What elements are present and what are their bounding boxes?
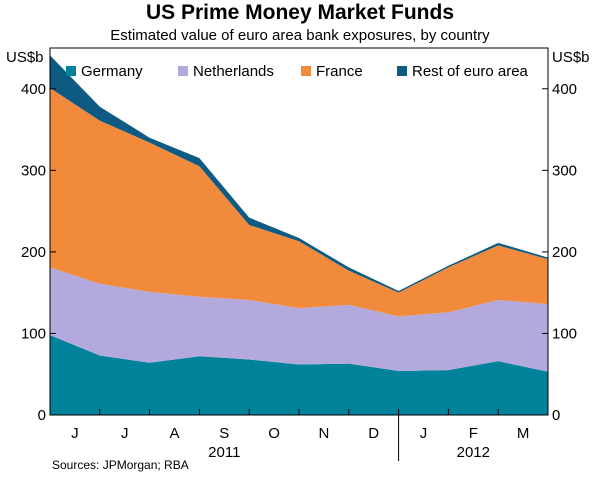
legend-swatch-2	[301, 66, 311, 76]
y-tick-label-left: 300	[21, 162, 46, 179]
x-year-label: 2011	[208, 444, 240, 461]
x-month-label: D	[368, 425, 379, 442]
y-unit-right: US$b	[552, 49, 590, 66]
y-unit-left: US$b	[6, 49, 44, 66]
x-year-label: 2012	[457, 444, 490, 461]
x-month-label: J	[71, 425, 79, 442]
source-note: Sources: JPMorgan; RBA	[52, 458, 189, 472]
chart-title: US Prime Money Market Funds	[145, 1, 455, 24]
y-tick-label-right: 0	[552, 407, 560, 424]
x-month-label: F	[469, 425, 478, 442]
x-month-label: M	[517, 425, 530, 442]
y-tick-label-left: 0	[38, 407, 46, 424]
legend-label-1: Netherlands	[193, 63, 274, 80]
series-area-0	[50, 335, 548, 415]
y-tick-label-left: 200	[21, 244, 46, 261]
y-tick-label-left: 100	[21, 325, 46, 342]
x-month-label: J	[420, 425, 428, 442]
legend-swatch-3	[397, 66, 407, 76]
y-tick-label-right: 100	[552, 325, 577, 342]
legend-swatch-0	[66, 66, 76, 76]
legend-label-3: Rest of euro area	[412, 63, 529, 80]
y-tick-label-right: 300	[552, 162, 577, 179]
series-area-1	[50, 267, 548, 372]
x-month-label: A	[169, 425, 179, 442]
y-tick-label-right: 400	[552, 81, 577, 98]
legend-label-2: France	[316, 63, 363, 80]
x-month-label: S	[219, 425, 229, 442]
series-area-2	[50, 87, 548, 317]
x-month-label: O	[268, 425, 280, 442]
y-tick-label-right: 200	[552, 244, 577, 261]
x-month-label: J	[121, 425, 129, 442]
legend-label-0: Germany	[81, 63, 143, 80]
y-tick-label-left: 400	[21, 81, 46, 98]
x-month-label: N	[318, 425, 329, 442]
legend-swatch-1	[178, 66, 188, 76]
chart-subtitle: Estimated value of euro area bank exposu…	[110, 27, 490, 44]
